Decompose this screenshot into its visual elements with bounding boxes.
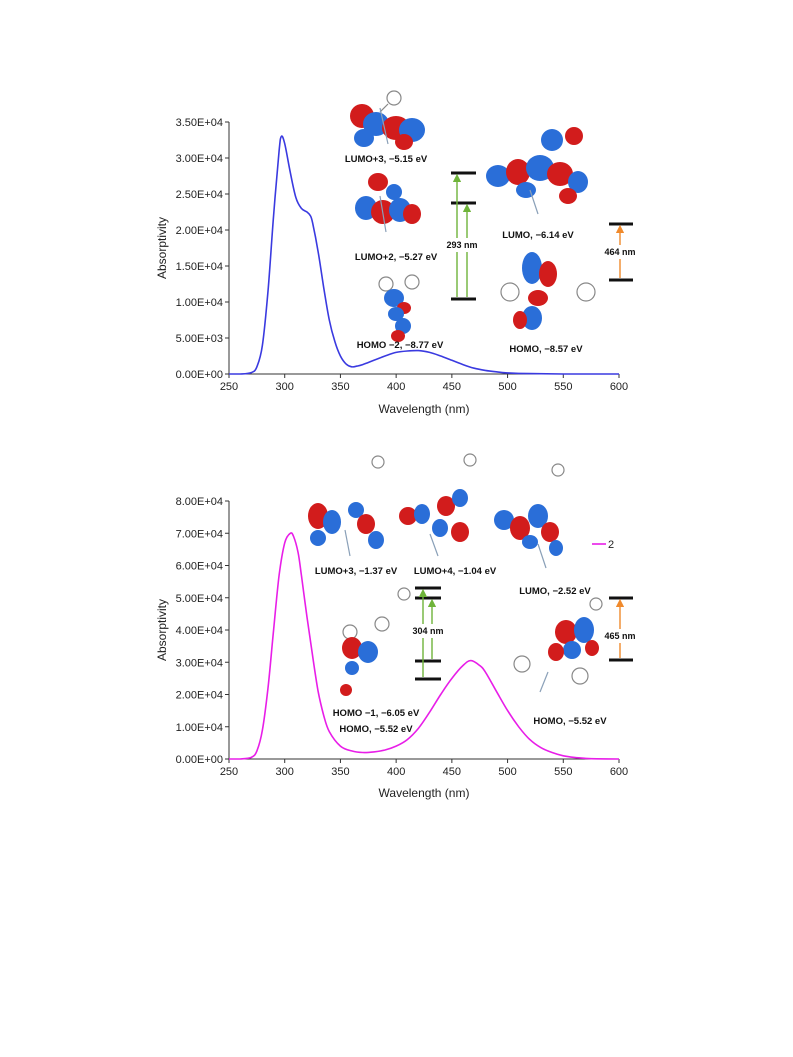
chart-1: 0.00E+00 5.00E+03 1.00E+04 1.50E+04 2.00E+04… bbox=[155, 90, 639, 416]
x-tick-label: 550 bbox=[554, 766, 572, 778]
x-tick-label: 250 bbox=[220, 381, 238, 393]
chart-2-y-ticks: 0.00E+00 1.00E+04 2.00E+04 3.00E+04 4.00E+04… bbox=[176, 496, 229, 766]
y-tick-label: 8.00E+04 bbox=[176, 496, 223, 508]
y-tick-label: 4.00E+04 bbox=[176, 625, 223, 637]
orbital-picture-homo-1 bbox=[340, 587, 411, 696]
orbital-label: HOMO, −8.57 eV bbox=[509, 344, 583, 355]
y-tick-label: 6.00E+04 bbox=[176, 561, 223, 573]
transition-wavelength-label: 304 nm bbox=[412, 626, 443, 636]
y-tick-label: 1.00E+04 bbox=[176, 297, 223, 309]
orbital-label: HOMO −1, −6.05 eV bbox=[333, 708, 420, 719]
orbital-label: HOMO −2, −8.77 eV bbox=[357, 340, 444, 351]
orbital-label: HOMO, −5.52 eV bbox=[533, 716, 607, 727]
chart-2-x-axis-label: Wavelength (nm) bbox=[379, 786, 470, 800]
orbital-label: LUMO+3, −5.15 eV bbox=[345, 154, 428, 165]
y-tick-label: 7.00E+04 bbox=[176, 528, 223, 540]
orbital-label: LUMO+4, −1.04 eV bbox=[414, 566, 497, 577]
x-tick-label: 400 bbox=[387, 766, 405, 778]
x-tick-label: 250 bbox=[220, 766, 238, 778]
x-tick-label: 450 bbox=[443, 766, 461, 778]
chart-2: 0.00E+00 1.00E+04 2.00E+04 3.00E+04 4.00E+04… bbox=[155, 453, 639, 800]
chart-1-y-axis-label: Absorptivity bbox=[155, 217, 169, 279]
y-tick-label: 3.50E+04 bbox=[176, 117, 223, 129]
x-tick-label: 300 bbox=[276, 381, 294, 393]
y-tick-label: 5.00E+04 bbox=[176, 593, 223, 605]
chart-2-x-ticks: 250 300 350 400 450 500 550 600 bbox=[220, 759, 628, 778]
orbital-picture-homo bbox=[513, 597, 603, 693]
x-tick-label: 350 bbox=[331, 381, 349, 393]
orbital-label: LUMO, −6.14 eV bbox=[502, 230, 574, 241]
y-tick-label: 3.00E+04 bbox=[176, 657, 223, 669]
y-tick-label: 1.00E+04 bbox=[176, 722, 223, 734]
x-tick-label: 550 bbox=[554, 381, 572, 393]
x-tick-label: 600 bbox=[610, 766, 628, 778]
x-tick-label: 500 bbox=[498, 381, 516, 393]
orbital-label: LUMO+2, −5.27 eV bbox=[355, 252, 438, 263]
transition-wavelength-label: 464 nm bbox=[604, 247, 635, 257]
y-tick-label: 1.50E+04 bbox=[176, 261, 223, 273]
orbital-label: LUMO, −2.52 eV bbox=[519, 586, 591, 597]
orbital-picture-homo bbox=[500, 252, 596, 330]
orbital-picture-lumo bbox=[494, 463, 565, 569]
x-tick-label: 500 bbox=[498, 766, 516, 778]
legend-label: 2 bbox=[608, 539, 614, 551]
orbital-label: LUMO+3, −1.37 eV bbox=[315, 566, 398, 577]
orbital-picture-lumo3 bbox=[350, 90, 425, 150]
y-tick-label: 2.50E+04 bbox=[176, 189, 223, 201]
chart-1-x-axis-label: Wavelength (nm) bbox=[379, 402, 470, 416]
orbital-picture-lumo3 bbox=[308, 455, 385, 557]
y-tick-label: 2.00E+04 bbox=[176, 690, 223, 702]
x-tick-label: 400 bbox=[387, 381, 405, 393]
chart-2-series-line bbox=[229, 532, 620, 760]
chart-2-y-axis-label: Absorptivity bbox=[155, 599, 169, 661]
y-tick-label: 0.00E+00 bbox=[176, 754, 223, 766]
y-tick-label: 0.00E+00 bbox=[176, 369, 223, 381]
x-tick-label: 450 bbox=[443, 381, 461, 393]
transition-wavelength-label: 293 nm bbox=[446, 240, 477, 250]
x-tick-label: 600 bbox=[610, 381, 628, 393]
orbital-label: HOMO, −5.52 eV bbox=[339, 724, 413, 735]
orbital-picture-lumo4 bbox=[399, 453, 477, 557]
chart-1-series-line bbox=[228, 135, 620, 375]
orbital-picture-lumo2 bbox=[355, 173, 421, 233]
chart-1-y-ticks: 0.00E+00 5.00E+03 1.00E+04 1.50E+04 2.00E+04… bbox=[176, 117, 229, 381]
x-tick-label: 300 bbox=[276, 766, 294, 778]
orbital-picture-homo-2 bbox=[378, 274, 420, 342]
y-tick-label: 2.00E+04 bbox=[176, 225, 223, 237]
orbital-picture-lumo bbox=[486, 127, 588, 215]
y-tick-label: 5.00E+03 bbox=[176, 333, 223, 345]
y-tick-label: 3.00E+04 bbox=[176, 153, 223, 165]
chart-1-x-ticks: 250 300 350 400 450 500 550 600 bbox=[220, 374, 628, 393]
x-tick-label: 350 bbox=[331, 766, 349, 778]
transition-wavelength-label: 465 nm bbox=[604, 631, 635, 641]
